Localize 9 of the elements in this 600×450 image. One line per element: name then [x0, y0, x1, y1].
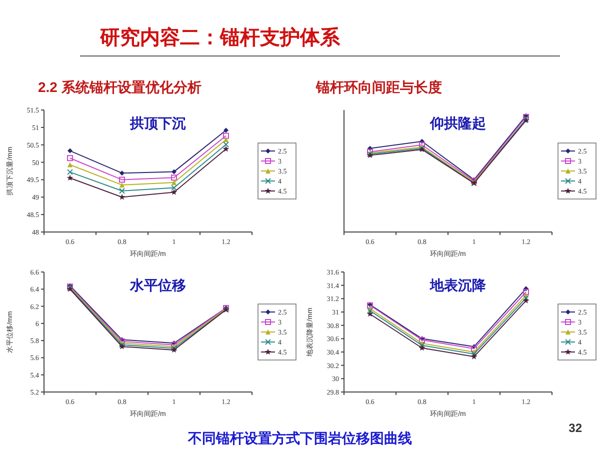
text: 2.2 系统锚杆设置优化分析: [38, 79, 202, 95]
chart-title: 地表沉降: [429, 277, 487, 293]
text: 研究内容二：锚杆支护体系: [99, 26, 341, 49]
text: 32: [568, 421, 582, 435]
text: 锚杆环向间距与长度: [315, 79, 442, 95]
chart-title: 水平位移: [129, 277, 186, 293]
text: 不同锚杆设置方式下围岩位移图曲线: [187, 430, 412, 446]
chart-title: 拱顶下沉: [129, 115, 186, 131]
chart-title: 仰拱隆起: [429, 115, 486, 131]
